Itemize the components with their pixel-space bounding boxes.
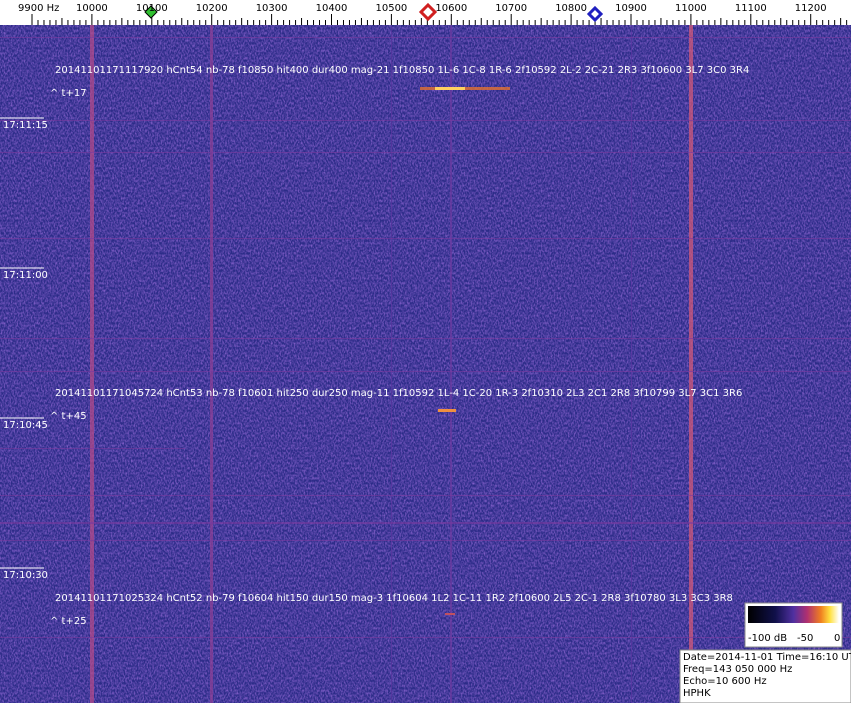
freq-label: 10600 xyxy=(435,3,467,14)
scale-label: -100 dB xyxy=(748,633,787,644)
freq-label: 10000 xyxy=(76,3,108,14)
freq-label: 10100 xyxy=(136,3,168,14)
freq-label: 10400 xyxy=(316,3,348,14)
markers xyxy=(144,2,604,23)
time-label: 17:10:45 xyxy=(3,420,48,431)
freq-label: 11200 xyxy=(795,3,827,14)
detection-text: 20141101171045724 hCnt53 nb-78 f10601 hi… xyxy=(55,388,742,399)
time-label: 17:11:15 xyxy=(3,120,48,131)
freq-label: 11000 xyxy=(675,3,707,14)
freq-label: 9900 Hz xyxy=(18,3,59,14)
scale-label: 0 xyxy=(834,633,840,644)
info-line: Freq=143 050 000 Hz xyxy=(683,664,792,675)
detection-offset: ^ t+17 xyxy=(50,88,87,99)
freq-label: 10900 xyxy=(615,3,647,14)
time-label: 17:10:30 xyxy=(3,570,48,581)
interference-lines xyxy=(0,37,851,638)
ruler-ticks xyxy=(31,14,848,25)
scale-label: -50 xyxy=(797,633,813,644)
detection-offset: ^ t+45 xyxy=(50,411,87,422)
detection-text: 20141101171117920 hCnt54 nb-78 f10850 hi… xyxy=(55,65,749,76)
meteor-echoes xyxy=(420,87,510,615)
waterfall-noise xyxy=(0,25,851,703)
time-label: 17:11:00 xyxy=(3,270,48,281)
freq-label: 10200 xyxy=(196,3,228,14)
freq-label: 10300 xyxy=(256,3,288,14)
detection-text: 20141101171025324 hCnt52 nb-79 f10604 hi… xyxy=(55,593,733,604)
info-line: Date=2014-11-01 Time=16:10 UTC xyxy=(683,652,851,663)
freq-label: 10700 xyxy=(495,3,527,14)
carrier-lines xyxy=(90,25,693,703)
detection-offset: ^ t+25 xyxy=(50,616,87,627)
info-line: Echo=10 600 Hz xyxy=(683,676,767,687)
color-scale: -100 dB -50 0 xyxy=(744,602,843,648)
freq-label: 10800 xyxy=(555,3,587,14)
info-box xyxy=(679,649,851,704)
info-line: HPHK xyxy=(683,688,711,699)
freq-label: 11100 xyxy=(735,3,767,14)
freq-label: 10500 xyxy=(375,3,407,14)
